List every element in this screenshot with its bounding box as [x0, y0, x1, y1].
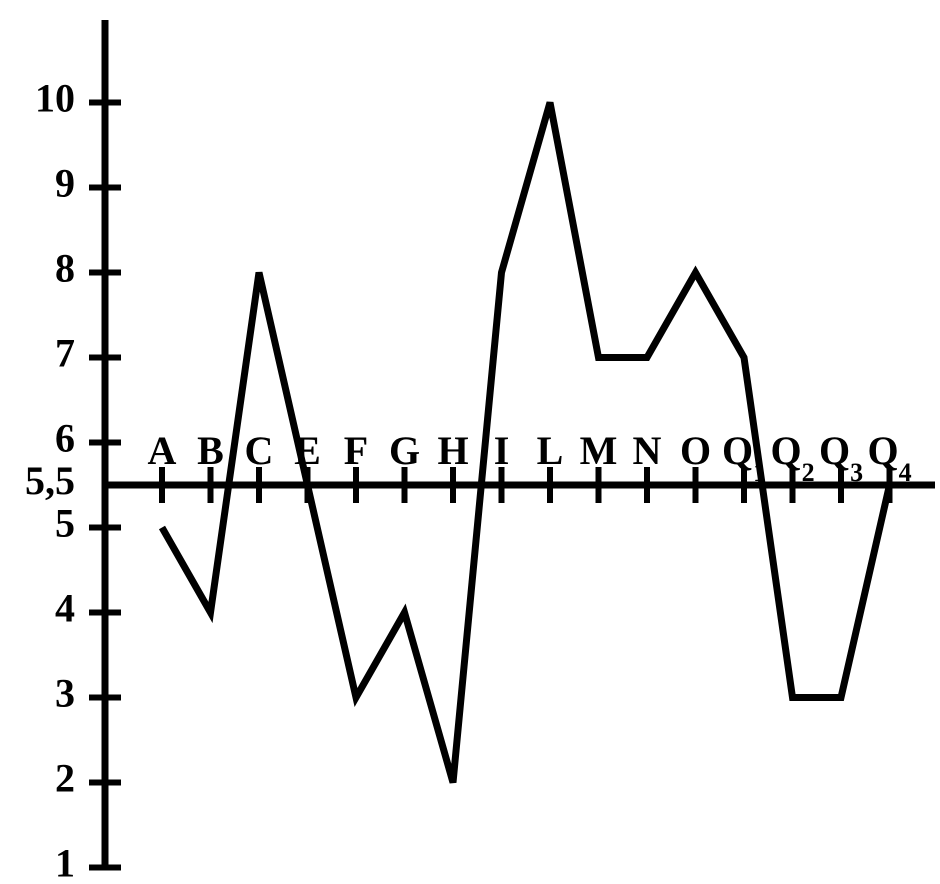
x-axis-label: F	[344, 428, 368, 473]
y-axis-label: 5,5	[25, 458, 75, 503]
y-axis-label: 10	[35, 76, 75, 121]
x-axis-label: L	[537, 428, 564, 473]
x-axis-label: C	[245, 428, 274, 473]
y-axis-label: 6	[55, 416, 75, 461]
y-axis-label: 8	[55, 246, 75, 291]
x-axis-label: B	[197, 428, 224, 473]
y-axis-label: 2	[55, 756, 75, 801]
line-chart: 123455,5678910ABCEFGHILMNOQ1Q2Q3Q4	[0, 0, 940, 884]
x-axis-label: H	[437, 428, 468, 473]
x-axis-label: A	[148, 428, 177, 473]
y-axis-label: 1	[55, 841, 75, 884]
x-axis-label: I	[494, 428, 510, 473]
x-axis-label: O	[680, 428, 711, 473]
y-axis-label: 4	[55, 586, 75, 631]
y-axis-label: 5	[55, 501, 75, 546]
y-axis-label: 3	[55, 671, 75, 716]
x-axis-label: G	[389, 428, 420, 473]
x-axis-label: N	[633, 428, 662, 473]
y-axis-label: 9	[55, 161, 75, 206]
y-axis-label: 7	[55, 331, 75, 376]
x-axis-label: M	[580, 428, 618, 473]
